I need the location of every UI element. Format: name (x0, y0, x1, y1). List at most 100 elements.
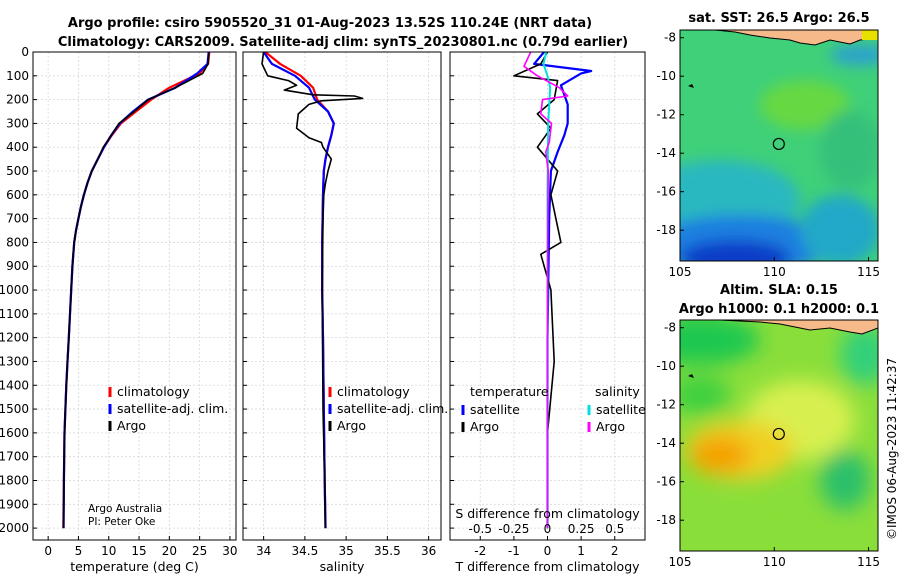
legend-temperature-header: temperature (470, 384, 549, 399)
x-tick-label: 34.5 (292, 544, 319, 558)
x-tick-label: 15 (131, 544, 146, 558)
map-y-tick-label: -10 (656, 359, 676, 373)
y-tick-label: 1400 (0, 378, 29, 392)
legend-label: Argo (117, 418, 146, 433)
series-argo (62, 53, 210, 529)
map-x-tick-label: 105 (669, 265, 692, 279)
map-y-tick-label: -18 (656, 513, 676, 527)
credit-line-2: PI: Peter Oke (88, 516, 155, 528)
s-tick-label: 0 (544, 522, 552, 536)
x-tick-label: 1 (577, 544, 585, 558)
x-tick-label: 2 (611, 544, 619, 558)
map-x-tick-label: 110 (763, 265, 786, 279)
y-tick-label: 1500 (0, 402, 29, 416)
alt-map-float-marker (772, 427, 785, 441)
y-tick-label: 900 (6, 259, 29, 273)
y-tick-label: 400 (6, 140, 29, 154)
credit-line-1: Argo Australia (88, 503, 162, 515)
x-tick-label: 10 (101, 544, 116, 558)
x-tick-label: 25 (192, 544, 207, 558)
temperature-axes: 0 5 10 15 20 25 300100200300400500600700800900… (0, 45, 238, 574)
axes-frame (242, 51, 442, 541)
y-tick-label: 1700 (0, 450, 29, 464)
sst-map-float-marker (772, 137, 785, 151)
alt-map-island (688, 374, 694, 378)
legend-label: satellite (470, 402, 520, 417)
x-tick-label: 35.5 (374, 544, 401, 558)
y-tick-label: 800 (6, 235, 29, 249)
map-y-tick-label: -12 (656, 108, 676, 122)
title-line-1: Argo profile: csiro 5905520_31 01-Aug-20… (68, 16, 592, 31)
map-y-tick-label: -14 (656, 436, 676, 450)
y-tick-label: 300 (6, 116, 29, 130)
imos-stamp: ©IMOS 06-Aug-2023 11:42:37 (885, 358, 899, 540)
legend-label: climatology (117, 384, 190, 399)
x-tick-label: 35 (338, 544, 353, 558)
series-argo (261, 51, 364, 529)
sst-map (680, 30, 878, 261)
s-tick-label: -0.25 (498, 522, 529, 536)
legend-label: Argo (596, 419, 625, 434)
y-tick-label: 100 (6, 69, 29, 83)
x-tick-label: 5 (75, 544, 83, 558)
legend-label: satellite-adj. clim. (337, 401, 448, 416)
series-t-argo (513, 51, 562, 529)
legend-salinity-header: salinity (595, 384, 640, 399)
y-tick-label: 0 (21, 45, 29, 59)
sst-map-field (680, 45, 878, 261)
sst-map-island (688, 84, 694, 88)
sst-map-warm-patch (862, 30, 878, 40)
legend-label: climatology (337, 384, 410, 399)
alt-map-field (680, 320, 878, 550)
title-line-2: Climatology: CARS2009. Satellite-adj cli… (58, 35, 628, 50)
sst-map-ticks: 105 110 115 -8 -10 -12 -14 -16 -18 (656, 31, 880, 279)
legend-label: satellite-adj. clim. (117, 401, 228, 416)
x-axis-label: salinity (320, 559, 365, 574)
x-tick-label: 0 (544, 544, 552, 558)
map-y-tick-label: -16 (656, 475, 676, 489)
x-tick-label: -2 (474, 544, 486, 558)
x-tick-label: 36 (421, 544, 436, 558)
map-x-tick-label: 115 (857, 555, 880, 569)
alt-map-frame (679, 319, 879, 552)
y-tick-label: 1100 (0, 307, 29, 321)
y-tick-label: 500 (6, 164, 29, 178)
s-axis-label: S difference from climatology (455, 506, 640, 521)
y-tick-label: 1000 (0, 283, 29, 297)
y-tick-label: 1900 (0, 497, 29, 511)
y-tick-label: 1600 (0, 426, 29, 440)
alt-map-subtitle: Argo h1000: 0.1 h2000: 0.1 (679, 302, 879, 317)
series-s-argo (523, 51, 569, 529)
axes-frame (32, 51, 237, 541)
map-y-tick-label: -16 (656, 185, 676, 199)
map-x-tick-label: 115 (857, 265, 880, 279)
alt-map-title: Altim. SLA: 0.15 (720, 283, 838, 298)
alt-map (680, 320, 878, 551)
y-tick-label: 1200 (0, 331, 29, 345)
s-tick-label: 0.25 (568, 522, 595, 536)
series-t-satellite (532, 51, 593, 529)
s-tick-label: 0.5 (605, 522, 624, 536)
y-tick-label: 600 (6, 188, 29, 202)
x-axis-label: temperature (deg C) (70, 559, 199, 574)
map-y-tick-label: -14 (656, 146, 676, 160)
legend-label: Argo (337, 418, 366, 433)
x-axis-label: T difference from climatology (454, 559, 640, 574)
legend-label: Argo (470, 419, 499, 434)
y-tick-label: 700 (6, 212, 29, 226)
map-y-tick-label: -8 (664, 321, 676, 335)
y-tick-label: 200 (6, 93, 29, 107)
map-y-tick-label: -8 (664, 31, 676, 45)
map-x-tick-label: 110 (763, 555, 786, 569)
map-y-tick-label: -10 (656, 69, 676, 83)
y-tick-label: 2000 (0, 521, 29, 535)
sst-map-title: sat. SST: 26.5 Argo: 26.5 (688, 11, 869, 26)
map-y-tick-label: -12 (656, 398, 676, 412)
map-y-tick-label: -18 (656, 223, 676, 237)
difference-axes: -2 -1 0 1 2T difference from climatology temp… (449, 51, 646, 574)
y-tick-label: 1800 (0, 473, 29, 487)
legend-label: satellite (596, 402, 646, 417)
salinity-axes: 34 34.5 35 35.5 36 salinity climatology satelli… (242, 51, 448, 574)
alt-map-ticks: 105 110 115 -8 -10 -12 -14 -16 -18 (656, 321, 880, 569)
